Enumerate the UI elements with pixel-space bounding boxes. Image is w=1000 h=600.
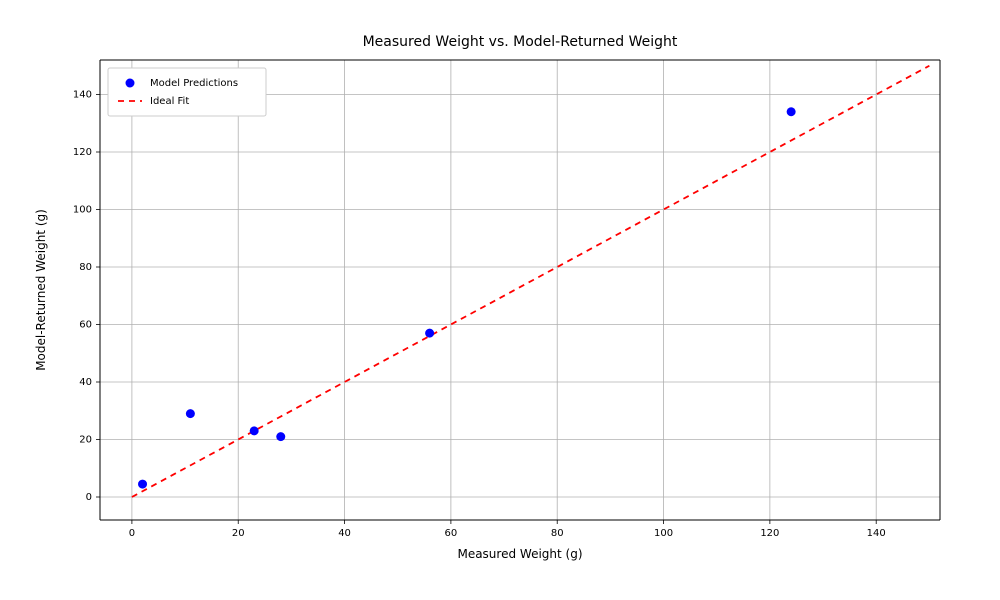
y-tick-label: 0 bbox=[86, 492, 92, 503]
y-axis-label: Model-Returned Weight (g) bbox=[34, 209, 48, 371]
data-point bbox=[186, 409, 195, 418]
y-tick-label: 80 bbox=[79, 262, 92, 273]
legend-marker-icon bbox=[126, 79, 135, 88]
y-tick-label: 140 bbox=[73, 90, 92, 101]
x-tick-label: 40 bbox=[338, 528, 351, 539]
legend-item-label: Model Predictions bbox=[150, 78, 238, 89]
x-axis-ticks: 0 20 40 60 80 100 120 140 bbox=[129, 520, 886, 539]
y-tick-label: 120 bbox=[73, 147, 92, 158]
legend-frame bbox=[108, 68, 266, 116]
data-point bbox=[425, 329, 434, 338]
y-axis-ticks: 0 20 40 60 80 100 120 140 bbox=[73, 90, 100, 504]
x-tick-label: 0 bbox=[129, 528, 135, 539]
legend-item-label: Ideal Fit bbox=[150, 96, 189, 107]
chart-title: Measured Weight vs. Model-Returned Weigh… bbox=[363, 34, 678, 50]
y-tick-label: 20 bbox=[79, 435, 92, 446]
chart-container: 0 20 40 60 80 100 120 140 0 20 40 60 80 100 120 140 Me… bbox=[0, 0, 1000, 600]
x-tick-label: 60 bbox=[445, 528, 458, 539]
y-tick-label: 100 bbox=[73, 205, 92, 216]
x-axis-label: Measured Weight (g) bbox=[457, 547, 582, 561]
x-tick-label: 100 bbox=[654, 528, 673, 539]
scatter-chart: 0 20 40 60 80 100 120 140 0 20 40 60 80 100 120 140 Me… bbox=[0, 0, 1000, 600]
x-tick-label: 140 bbox=[867, 528, 886, 539]
data-point bbox=[787, 107, 796, 116]
data-point bbox=[138, 480, 147, 489]
x-tick-label: 120 bbox=[760, 528, 779, 539]
data-point bbox=[250, 426, 259, 435]
y-tick-label: 40 bbox=[79, 377, 92, 388]
data-point bbox=[276, 432, 285, 441]
x-tick-label: 20 bbox=[232, 528, 245, 539]
y-tick-label: 60 bbox=[79, 320, 92, 331]
x-tick-label: 80 bbox=[551, 528, 564, 539]
legend: Model Predictions Ideal Fit bbox=[108, 68, 266, 116]
